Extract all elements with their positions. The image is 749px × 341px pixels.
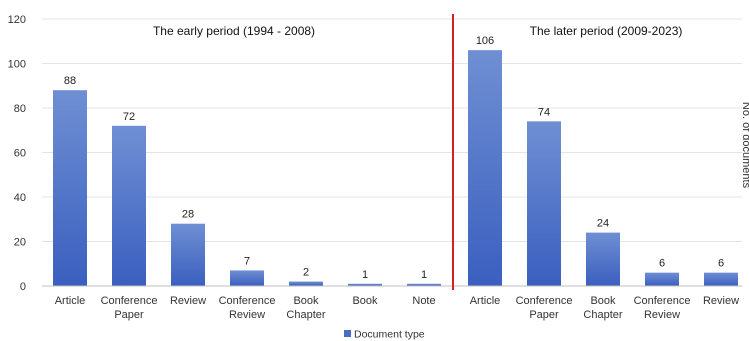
data-label: 6: [659, 258, 665, 270]
category-label: Conference Review: [219, 295, 276, 321]
data-label: 24: [597, 218, 609, 230]
category-labels: Article Conference Paper Review Conference Re…: [55, 295, 739, 321]
bar: [53, 90, 87, 286]
category-label: Conference Paper: [101, 295, 158, 321]
category-label: Conference Review: [634, 295, 691, 321]
bars: [53, 50, 738, 287]
y-tick-label: 60: [14, 148, 26, 160]
category-label: Note: [412, 295, 435, 307]
y-tick-label: 100: [8, 59, 26, 71]
bar: [230, 270, 264, 286]
data-label: 1: [421, 269, 427, 281]
y-tick-label: 20: [14, 237, 26, 249]
early-period-title: The early period (1994 - 2008): [153, 24, 315, 38]
category-label: Review: [170, 295, 206, 307]
later-period-title: The later period (2009-2023): [530, 24, 683, 38]
bar: [348, 283, 382, 286]
y-tick-label: 40: [14, 192, 26, 204]
data-label: 6: [718, 258, 724, 270]
y-tick-label: 80: [14, 103, 26, 115]
y-tick-label: 120: [8, 14, 26, 26]
data-label: 72: [123, 111, 135, 123]
category-label: Book Chapter: [583, 295, 622, 321]
category-label: Book: [352, 295, 378, 307]
y-axis-label: No. of documents: [740, 102, 749, 189]
category-label: Conference Paper: [516, 295, 573, 321]
bar: [468, 50, 502, 287]
category-label: Article: [55, 295, 86, 307]
data-label: 106: [476, 35, 494, 47]
bar: [171, 223, 205, 286]
legend-swatch: [344, 330, 351, 337]
data-label: 7: [244, 255, 250, 267]
data-label: 88: [64, 75, 76, 87]
bar: [289, 281, 323, 286]
gridlines: [42, 18, 742, 242]
data-label: 28: [182, 209, 194, 221]
bar: [407, 283, 441, 286]
bar: [112, 125, 146, 286]
data-label: 74: [538, 106, 550, 118]
y-axis-ticks: 0 20 40 60 80 100 120: [8, 14, 26, 293]
bar: [527, 121, 561, 286]
category-label: Book Chapter: [286, 295, 325, 321]
legend-entry-document-type: Document type: [354, 329, 425, 341]
bar: [704, 272, 738, 286]
bar: [645, 272, 679, 286]
data-label: 1: [362, 269, 368, 281]
bar: [586, 232, 620, 286]
data-label: 2: [303, 267, 309, 279]
category-label: Article: [470, 295, 501, 307]
category-label: Review: [703, 295, 739, 307]
y-tick-label: 0: [20, 281, 26, 293]
